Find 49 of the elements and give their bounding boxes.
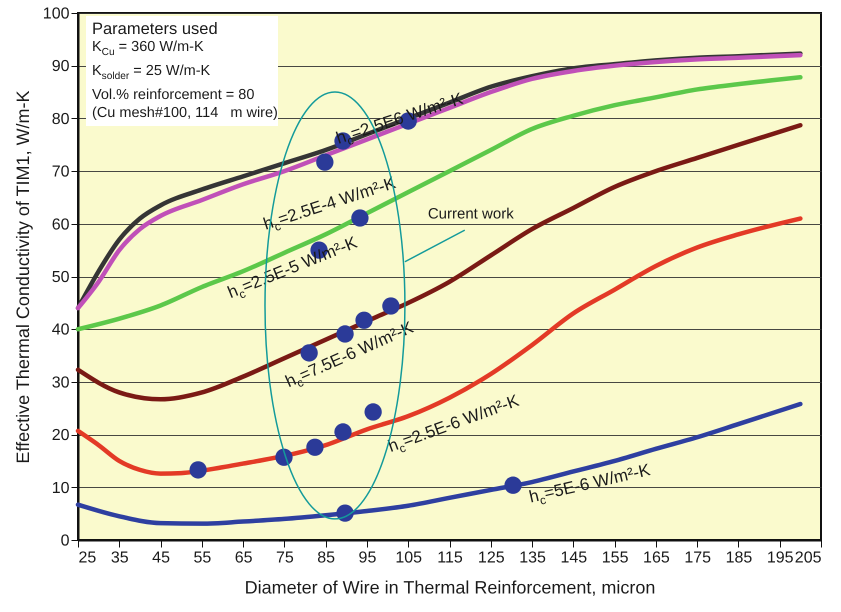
text: h$_{c}$=2.5E6 W/m²-K [334,88,466,150]
x-tick-label: 75 [276,550,294,566]
annotation: (Cu mesh#100, 114 m wire) [92,104,278,122]
x-tick-label: 95 [358,550,376,566]
annotation: Parameters used [92,20,219,38]
annotation: Vol.% reinforcement = 80 [92,86,256,104]
x-tick-label: 155 [602,550,629,566]
point [316,154,334,171]
x-tick-label: 105 [395,550,422,566]
x-tick-label: 135 [519,550,546,566]
point [382,297,400,315]
point [306,438,324,456]
annotation: K$_{solder}$ = 25 W/m-K [92,62,212,84]
x-tick-label: 45 [152,550,170,566]
y-tick-label: 100 [42,6,70,22]
x-axis-title: Diameter of Wire in Thermal Reinforcement, micron [244,578,656,598]
point [351,209,369,227]
x-tick-label: 125 [478,550,505,566]
y-tick-label: 50 [52,269,70,286]
x-tick-label: 65 [234,550,253,566]
y-axis-title: Effective Thermal Conductivity of TIM1, W/m-K [12,90,33,464]
point [334,423,352,441]
x-tick-label: 25 [78,550,96,566]
y-tick-label: 90 [52,58,70,76]
annotation: Current work [428,206,514,223]
y-tick-label: 60 [52,216,70,234]
y-tick-label: 0 [60,532,70,550]
x-tick-label: 145 [560,550,588,566]
text: h$_{c}$=5E-6 W/m²-K [527,460,653,510]
x-tick-label: 35 [110,550,129,566]
x-tick-label: 185 [726,550,752,566]
point [364,403,382,421]
y-tick-label: 40 [52,322,70,339]
x-tick-label: 175 [684,550,712,566]
point [189,461,207,479]
x-tick-label: 115 [437,550,463,566]
y-tick-label: 10 [52,480,70,497]
y-tick-label: 70 [52,164,70,181]
x-tick-label: 165 [643,550,670,566]
x-tick-label: 195 [766,550,794,566]
x-tick-label: 205 [794,550,822,566]
x-tick-label: 55 [193,550,212,566]
y-tick-label: 20 [52,427,70,444]
x-tick-label: 85 [317,550,336,566]
point [336,325,354,343]
y-tick-label: 30 [52,374,70,392]
y-tick-label: 80 [52,110,70,128]
annotation: K$_{Cu}$ = 360 W/m-K [92,38,205,60]
point [504,476,522,494]
